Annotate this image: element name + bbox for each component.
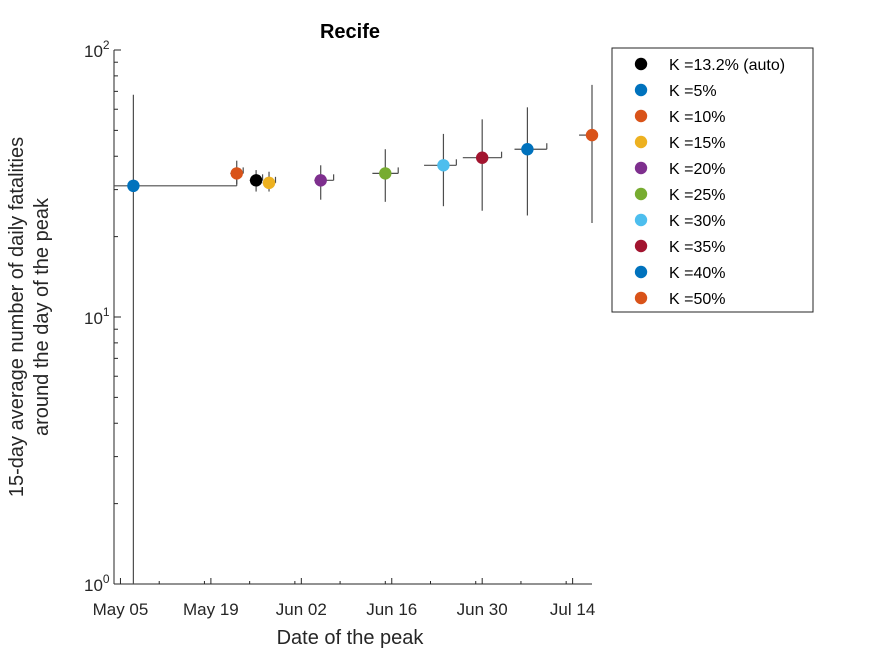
data-point <box>127 179 140 193</box>
legend-marker <box>634 239 648 253</box>
legend-label: K =50% <box>669 291 725 308</box>
y-tick-label: 101 <box>84 305 110 328</box>
x-tick-label: Jun 02 <box>276 600 327 619</box>
legend-marker <box>634 135 648 149</box>
plot-area <box>113 50 592 585</box>
legend-label: K =10% <box>669 109 725 126</box>
x-tick-label: Jul 14 <box>550 600 595 619</box>
data-point <box>585 128 599 142</box>
chart-title: Recife <box>320 21 380 43</box>
legend-marker <box>634 57 648 71</box>
data-point <box>314 174 327 187</box>
legend: K =13.2% (auto) K =5% K =10% K =15% K =20% K … <box>611 47 814 313</box>
data-point <box>262 176 276 190</box>
x-tick-label: Jun 16 <box>366 600 417 619</box>
y-tick-exponent: 0 <box>103 572 110 586</box>
data-point <box>249 174 263 187</box>
data-point <box>521 143 534 156</box>
legend-marker <box>634 187 648 201</box>
plot-background <box>114 50 592 584</box>
legend-label: K =13.2% (auto) <box>669 57 785 74</box>
legend-label: K =30% <box>669 213 725 230</box>
legend-items: K =13.2% (auto) K =5% K =10% K =15% K =20% K … <box>634 57 785 308</box>
legend-marker <box>634 291 648 305</box>
legend-marker <box>634 265 648 279</box>
legend-label: K =5% <box>669 83 717 100</box>
x-ticks: May 05 May 19 Jun 02 Jun 16 Jun 30 Jul 14 <box>93 578 595 619</box>
legend-label: K =20% <box>669 161 725 178</box>
legend-label: K =40% <box>669 265 725 282</box>
x-tick-label: May 19 <box>183 600 239 619</box>
y-tick-label: 102 <box>84 38 110 61</box>
data-point <box>230 167 243 180</box>
y-axis-label: 15-day average number of daily fatalitie… <box>6 137 53 497</box>
legend-label: K =25% <box>669 187 725 204</box>
y-tick-exponent: 2 <box>103 38 110 52</box>
x-tick-label: May 05 <box>93 600 149 619</box>
legend-label: K =35% <box>669 239 725 256</box>
data-point <box>475 151 489 164</box>
y-tick-label: 100 <box>84 572 110 595</box>
x-axis-label: Date of the peak <box>277 627 425 649</box>
legend-marker <box>634 161 648 175</box>
legend-marker <box>634 109 648 123</box>
x-tick-label: Jun 30 <box>457 600 508 619</box>
y-tick-exponent: 1 <box>103 305 110 319</box>
legend-marker <box>634 213 648 227</box>
data-point <box>437 159 450 172</box>
y-axis-label-line-2: around the day of the peak <box>31 197 53 436</box>
data-points <box>127 128 599 193</box>
legend-marker <box>634 83 648 97</box>
y-axis-label-line-1: 15-day average number of daily fatalitie… <box>6 137 28 497</box>
legend-label: K =15% <box>669 135 725 152</box>
data-point <box>379 167 392 180</box>
